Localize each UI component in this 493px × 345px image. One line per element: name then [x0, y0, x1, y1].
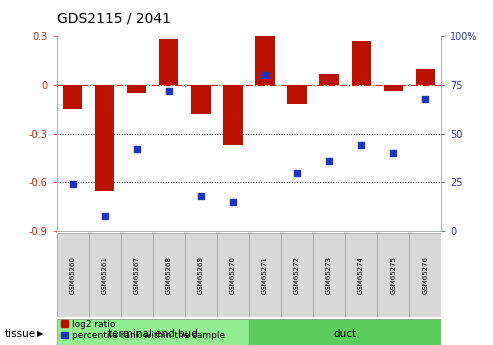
- Point: [101, 213, 108, 218]
- Text: GSM65275: GSM65275: [390, 256, 396, 294]
- Bar: [345, 233, 377, 317]
- Point: [197, 193, 205, 199]
- Text: GSM65272: GSM65272: [294, 256, 300, 294]
- Bar: [217, 233, 249, 317]
- Text: GSM65273: GSM65273: [326, 256, 332, 294]
- Point: [261, 72, 269, 78]
- Bar: [127, 85, 146, 93]
- Point: [357, 142, 365, 148]
- Text: GSM65268: GSM65268: [166, 256, 172, 294]
- Text: GSM65276: GSM65276: [422, 256, 428, 294]
- Text: ▶: ▶: [37, 329, 43, 338]
- Bar: [319, 73, 339, 85]
- Bar: [249, 233, 281, 317]
- Text: GSM65267: GSM65267: [134, 256, 140, 294]
- Point: [325, 158, 333, 164]
- Bar: [313, 233, 345, 317]
- Text: duct: duct: [334, 329, 356, 339]
- Bar: [223, 85, 243, 145]
- Point: [389, 150, 397, 156]
- Text: GDS2115 / 2041: GDS2115 / 2041: [57, 12, 171, 26]
- Bar: [384, 85, 403, 91]
- Bar: [255, 36, 275, 85]
- Text: tissue: tissue: [5, 329, 36, 339]
- Bar: [153, 233, 185, 317]
- Bar: [409, 233, 441, 317]
- Bar: [281, 233, 313, 317]
- Text: terminal end bud: terminal end bud: [108, 329, 198, 339]
- Point: [69, 181, 77, 187]
- Bar: [185, 233, 217, 317]
- Point: [293, 170, 301, 175]
- Bar: [63, 85, 82, 109]
- Point: [229, 199, 237, 205]
- Point: [165, 88, 173, 93]
- Bar: [352, 41, 371, 85]
- Text: GSM65274: GSM65274: [358, 256, 364, 294]
- Text: GSM65260: GSM65260: [70, 256, 76, 294]
- Bar: [89, 233, 121, 317]
- Bar: [287, 85, 307, 105]
- Bar: [57, 233, 89, 317]
- Text: GSM65270: GSM65270: [230, 256, 236, 294]
- Bar: [95, 85, 114, 190]
- Bar: [377, 233, 409, 317]
- Point: [421, 96, 429, 101]
- Bar: [121, 233, 153, 317]
- Legend: log2 ratio, percentile rank within the sample: log2 ratio, percentile rank within the s…: [61, 320, 225, 341]
- Bar: [159, 39, 178, 85]
- Bar: [416, 69, 435, 85]
- Point: [133, 147, 141, 152]
- Bar: [57, 319, 249, 345]
- Bar: [191, 85, 211, 114]
- Text: GSM65271: GSM65271: [262, 256, 268, 294]
- Bar: [249, 319, 441, 345]
- Text: GSM65269: GSM65269: [198, 256, 204, 294]
- Text: GSM65261: GSM65261: [102, 256, 108, 294]
